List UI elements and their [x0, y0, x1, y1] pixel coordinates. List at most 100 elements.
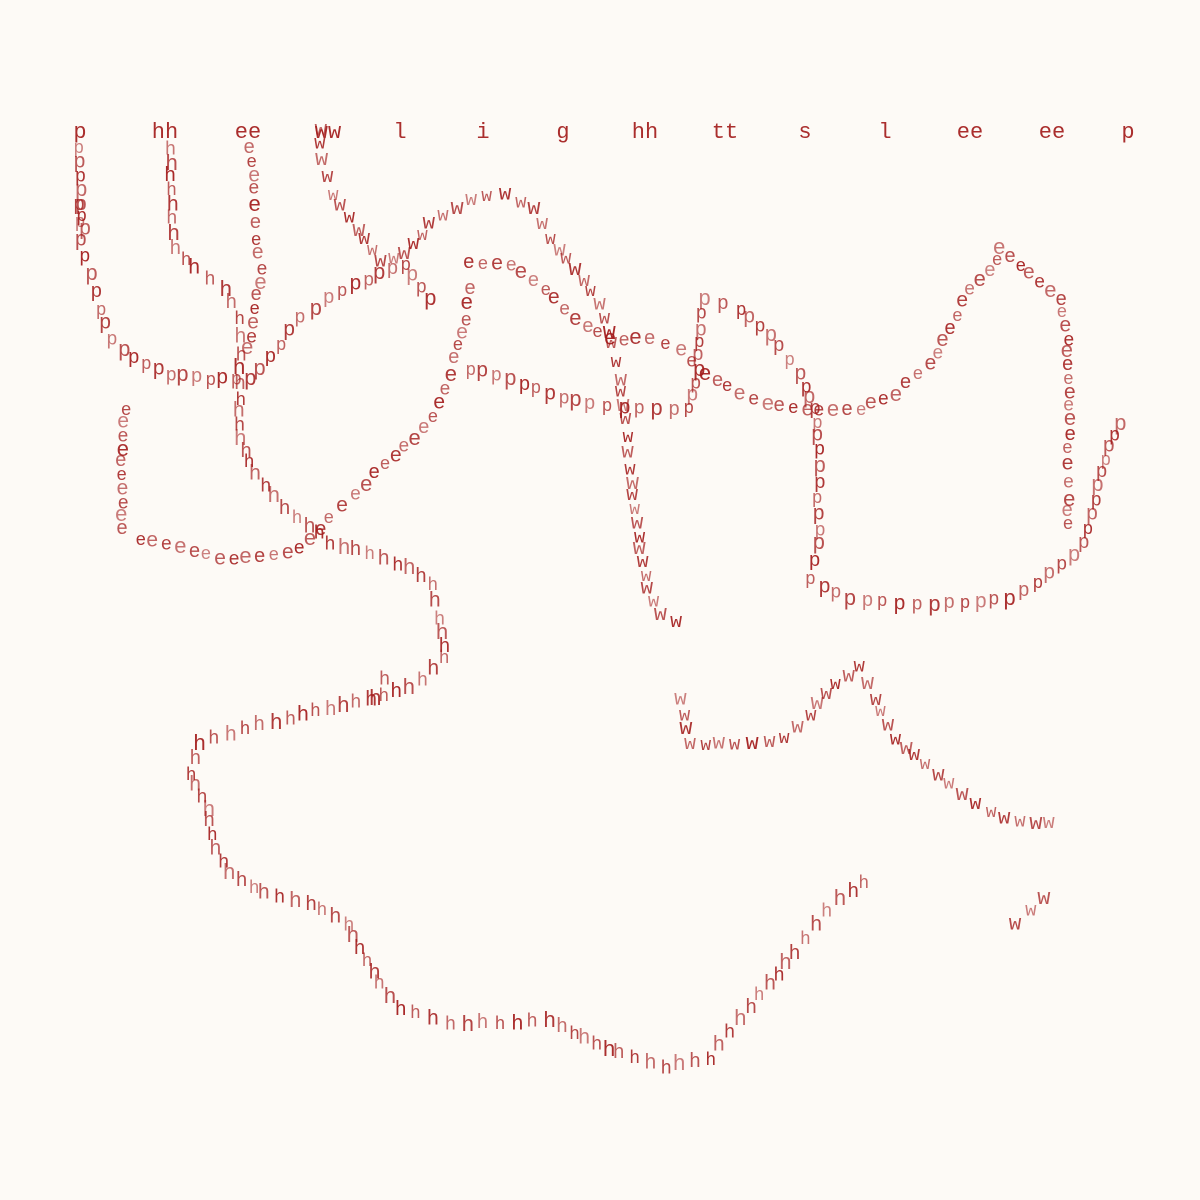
trail-glyph: e — [698, 362, 712, 387]
trail-glyph: w — [853, 655, 865, 678]
trail-glyph: e — [249, 299, 260, 320]
title-letter: l — [393, 120, 407, 145]
trail-glyph: e — [955, 290, 969, 314]
trail-glyph: p — [74, 177, 88, 203]
trail-glyph: e — [116, 411, 130, 435]
trail-glyph: e — [245, 326, 258, 349]
trail-glyph: w — [616, 393, 630, 419]
trail-glyph: h — [233, 373, 247, 396]
trail-glyph: w — [314, 146, 329, 172]
trail-glyph: w — [943, 772, 955, 795]
trail-glyph: p — [79, 245, 91, 268]
title-letter: hh — [151, 120, 179, 145]
trail-glyph: h — [166, 181, 177, 202]
trail-glyph: e — [246, 312, 260, 336]
trail-glyph: w — [969, 793, 982, 817]
trail-glyph: h — [433, 608, 446, 631]
trail-glyph: w — [622, 427, 634, 448]
trail-glyph: w — [889, 728, 902, 751]
trail-glyph: w — [712, 732, 726, 756]
trail-glyph: w — [417, 225, 428, 246]
trail-glyph: h — [313, 522, 325, 545]
trail-glyph: p — [800, 376, 812, 399]
trail-glyph: e — [116, 478, 129, 502]
trail-glyph: h — [196, 786, 208, 809]
trail-glyph: e — [253, 545, 266, 569]
trail-glyph: p — [742, 306, 756, 330]
trail-glyph: e — [460, 291, 474, 317]
trail-glyph: h — [435, 620, 449, 646]
trail-glyph: e — [1055, 288, 1068, 312]
trail-glyph: w — [450, 195, 464, 221]
trail-glyph: e — [899, 372, 912, 396]
trail-glyph: e — [514, 259, 528, 285]
trail-glyph: h — [778, 951, 793, 977]
trail-glyph: e — [115, 518, 129, 541]
trail-glyph: w — [333, 194, 347, 218]
trail-glyph: h — [324, 533, 336, 556]
trail-glyph: h — [202, 797, 216, 823]
trail-glyph: w — [610, 352, 622, 373]
trail-glyph: p — [1102, 435, 1116, 459]
trail-glyph: w — [881, 714, 895, 738]
trail-glyph: h — [224, 724, 238, 748]
trail-glyph: h — [316, 901, 328, 922]
trail-glyph: e — [323, 509, 335, 530]
title-letter: p — [1121, 120, 1135, 145]
trail-glyph: p — [818, 576, 831, 600]
trail-glyph: w — [931, 764, 945, 788]
trail-glyph: h — [511, 1013, 524, 1037]
trail-glyph: p — [215, 367, 229, 391]
trail-glyph: p — [812, 413, 823, 434]
trail-glyph: h — [239, 720, 251, 740]
trail-glyph: p — [400, 255, 412, 276]
trail-glyph: e — [761, 391, 775, 417]
trail-glyph: h — [858, 874, 870, 895]
trail-glyph: w — [327, 185, 339, 206]
trail-glyph: h — [169, 238, 182, 262]
trail-glyph: e — [1061, 499, 1074, 523]
title-letter: l — [878, 120, 892, 145]
trail-glyph: e — [116, 466, 127, 487]
trail-glyph: p — [843, 587, 857, 612]
trail-glyph: p — [861, 590, 874, 614]
trail-glyph: e — [335, 495, 349, 519]
trail-glyph: e — [1061, 354, 1074, 378]
trail-glyph: p — [813, 438, 826, 461]
trail-glyph: p — [386, 258, 399, 281]
trail-glyph: h — [833, 887, 847, 912]
trail-glyph: e — [659, 335, 671, 356]
trail-glyph: p — [808, 550, 821, 574]
trail-glyph: h — [847, 881, 860, 905]
trail-glyph: p — [275, 335, 287, 356]
trail-glyph: e — [1062, 471, 1075, 494]
trail-glyph: e — [247, 193, 262, 219]
trail-glyph: h — [788, 942, 801, 966]
trail-glyph: p — [336, 282, 348, 303]
trail-glyph: p — [1108, 424, 1121, 447]
trail-glyph: p — [73, 139, 85, 160]
trail-glyph: w — [647, 590, 660, 613]
trail-glyph: w — [632, 536, 646, 562]
trail-glyph: h — [712, 1034, 726, 1058]
trail-glyph: p — [264, 345, 277, 369]
trail-glyph: h — [799, 930, 811, 951]
trail-glyph: h — [378, 686, 390, 707]
trail-glyph: e — [462, 252, 475, 276]
trail-glyph: e — [643, 327, 656, 351]
trail-glyph: p — [106, 328, 118, 351]
trail-glyph: e — [877, 388, 890, 411]
trail-glyph: p — [1085, 503, 1099, 527]
trail-glyph: w — [374, 250, 387, 274]
trail-glyph: h — [257, 882, 271, 906]
trail-glyph: w — [614, 369, 628, 393]
trail-glyph: p — [691, 344, 704, 368]
trail-glyph: w — [626, 483, 639, 507]
trail-glyph: w — [352, 217, 366, 243]
trail-glyph: h — [672, 1051, 686, 1077]
trail-glyph: h — [233, 427, 247, 453]
trail-glyph: e — [1015, 257, 1027, 278]
trail-glyph: e — [505, 254, 517, 277]
trail-glyph: h — [208, 727, 220, 750]
trail-glyph: w — [640, 577, 654, 601]
